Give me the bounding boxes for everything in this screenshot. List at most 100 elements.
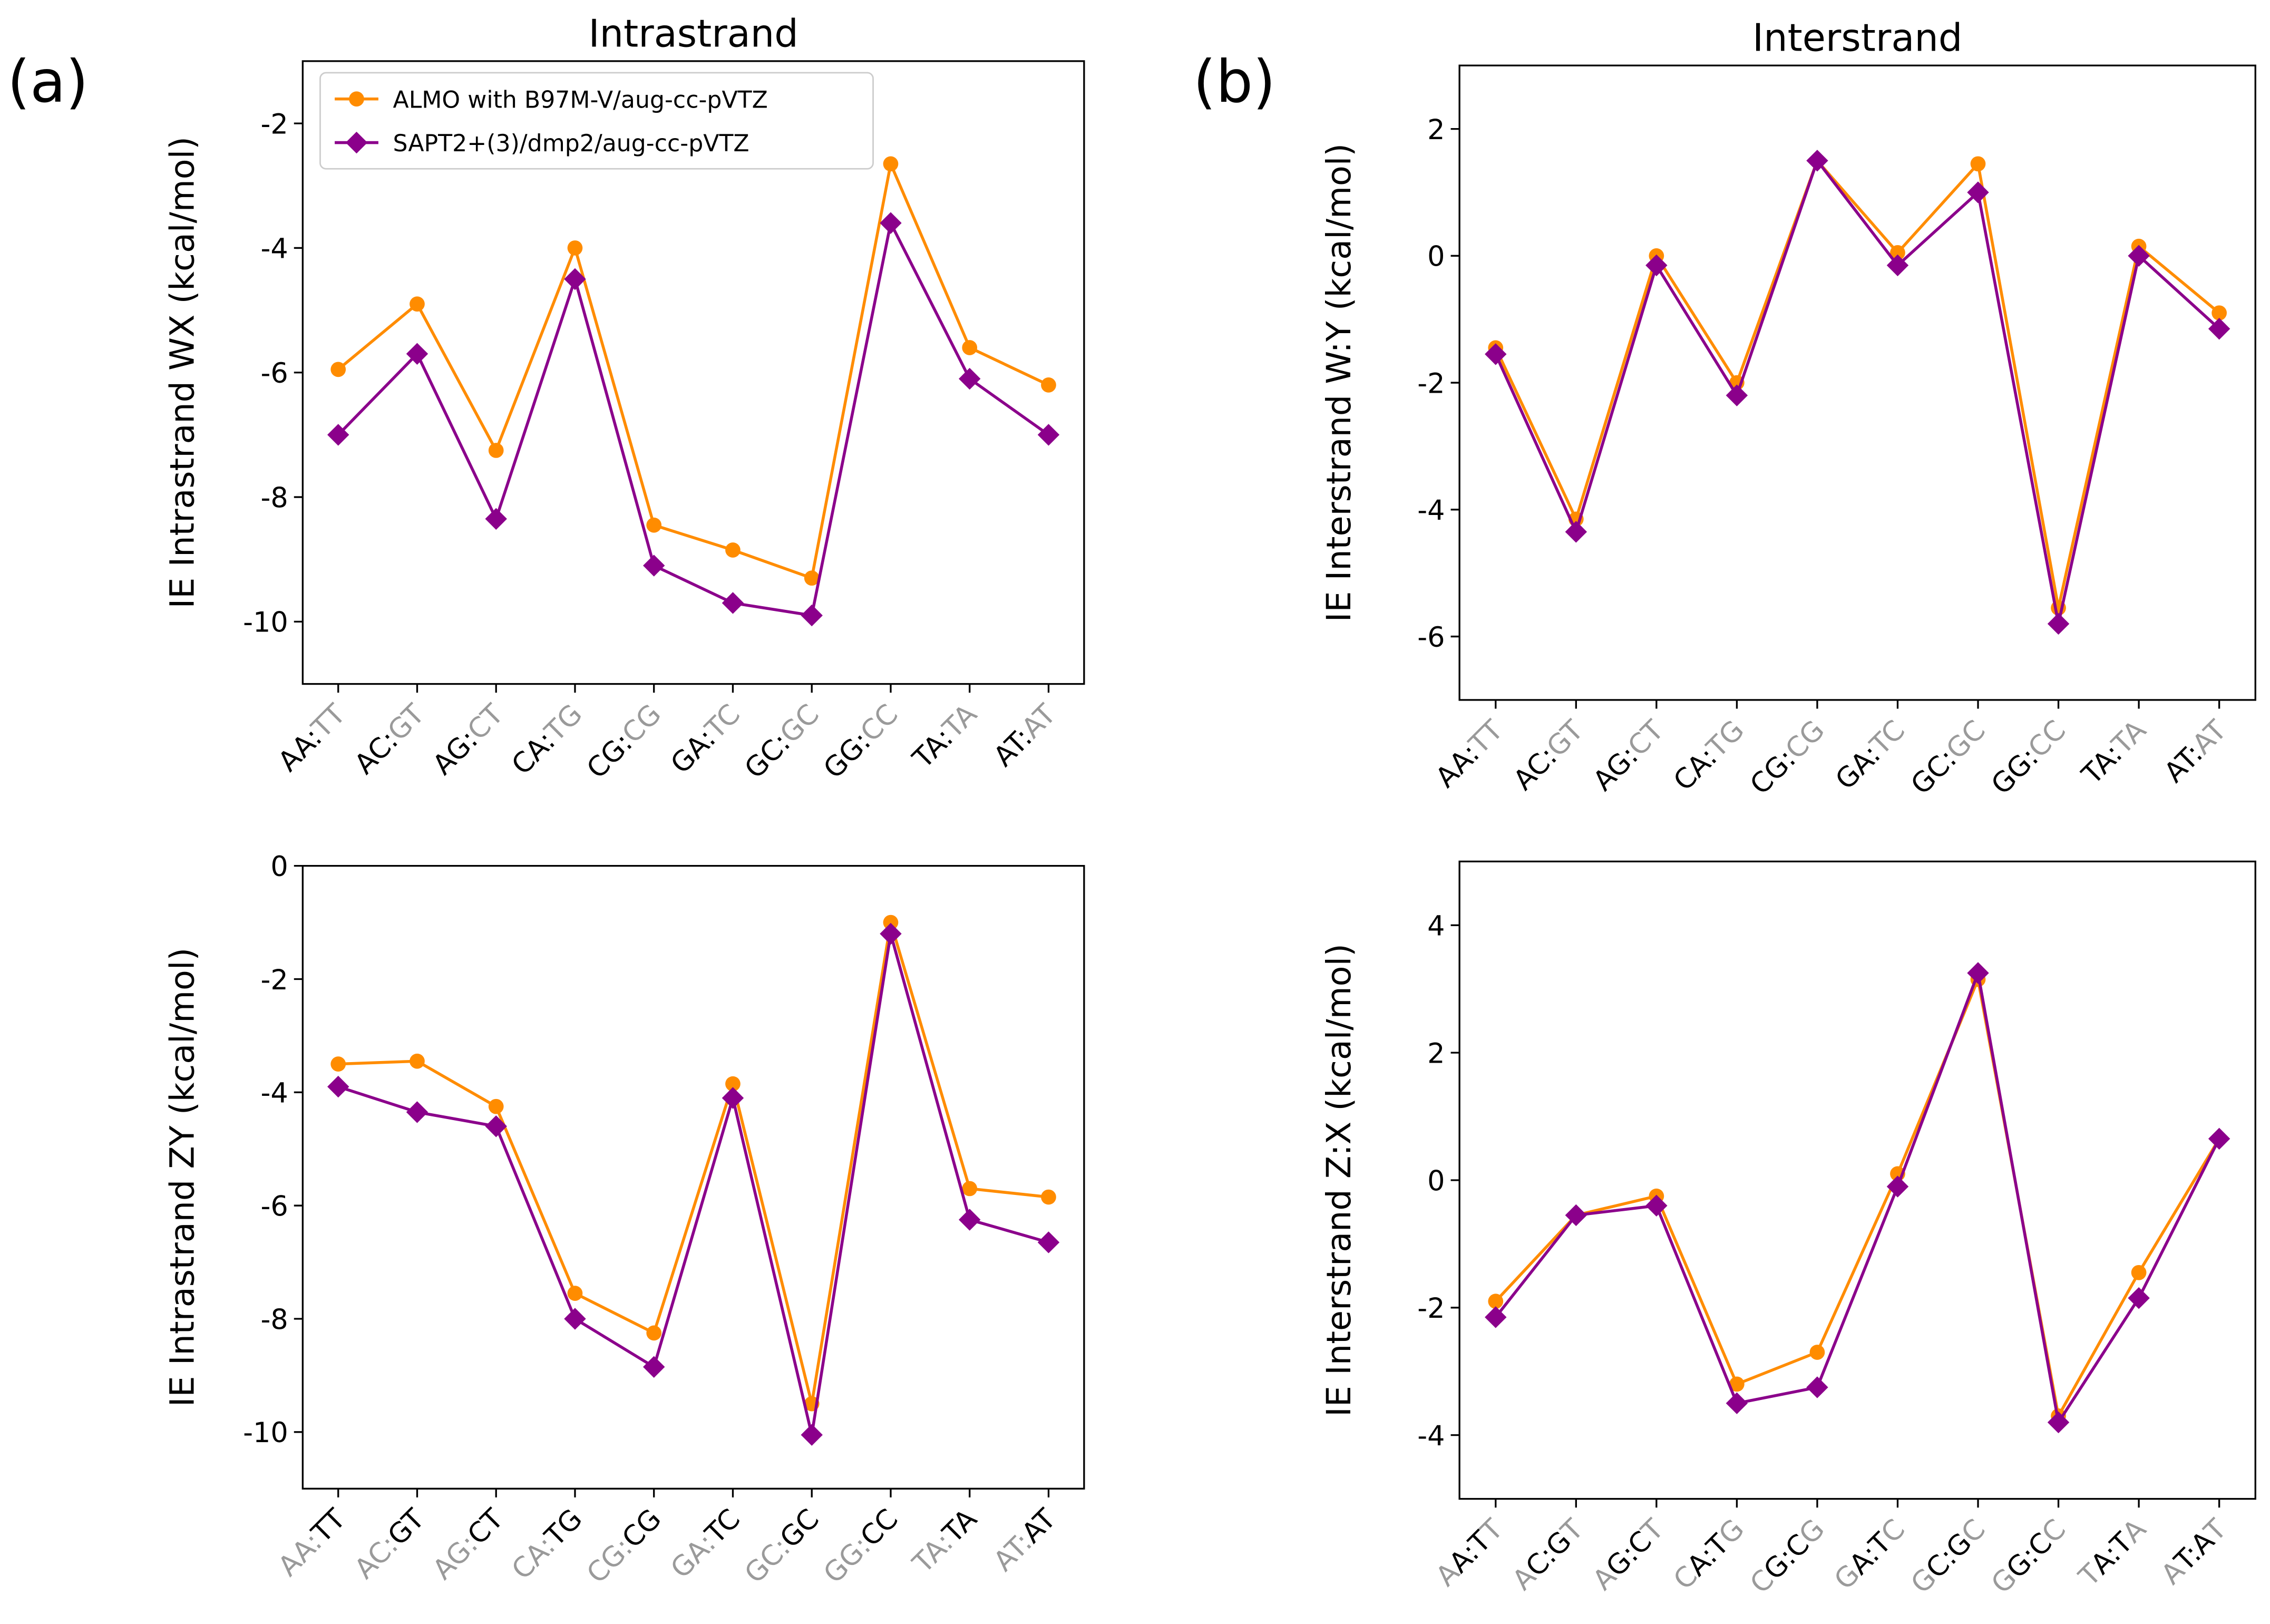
marker bbox=[1726, 384, 1748, 406]
marker bbox=[1886, 1175, 1909, 1198]
marker bbox=[1565, 1204, 1587, 1227]
x-tick-label: AG:CT bbox=[1587, 714, 1670, 797]
x-tick-label: GG:CC bbox=[1985, 1513, 2072, 1600]
y-tick-label: 4 bbox=[1427, 910, 1445, 942]
marker bbox=[2208, 1127, 2230, 1150]
series-line bbox=[337, 159, 1049, 580]
x-tick-label: AC:GT bbox=[348, 698, 431, 781]
marker bbox=[349, 91, 364, 107]
x-tick-label: AC:GT bbox=[348, 1502, 431, 1585]
marker bbox=[1041, 1189, 1056, 1205]
marker bbox=[567, 240, 583, 256]
marker bbox=[646, 1325, 662, 1341]
x-tick-label: GA:TC bbox=[665, 1503, 746, 1584]
x-tick-label: CG:CG bbox=[581, 698, 668, 785]
legend: ALMO with B97M-V/aug-cc-pVTZ SAPT2+(3)/dm… bbox=[319, 72, 874, 170]
marker bbox=[1809, 1345, 1825, 1360]
marker bbox=[564, 1308, 586, 1330]
x-tick-label: GG:CC bbox=[817, 1503, 904, 1590]
marker bbox=[1041, 377, 1056, 393]
y-tick-label: -6 bbox=[1417, 621, 1445, 654]
marker bbox=[880, 212, 902, 234]
y-tick-label: -2 bbox=[1417, 367, 1445, 400]
series-line bbox=[1494, 974, 2221, 1421]
marker bbox=[485, 508, 507, 530]
marker bbox=[488, 443, 504, 458]
x-tick-label: CG:CG bbox=[581, 1503, 668, 1590]
y-tick-label: -2 bbox=[260, 108, 288, 140]
marker bbox=[327, 424, 349, 446]
y-tick-label: 2 bbox=[1427, 1037, 1445, 1069]
y-tick-label: -2 bbox=[1417, 1292, 1445, 1325]
x-tick-label: TA:TA bbox=[2072, 1513, 2152, 1593]
x-tick-label: AA:TT bbox=[272, 698, 352, 778]
x-tick-label: AA:TT bbox=[1429, 714, 1509, 794]
x-tick-label: GC:GC bbox=[1905, 1513, 1992, 1600]
panel-label: (b) bbox=[1193, 48, 1275, 116]
y-tick-label: -6 bbox=[260, 1190, 288, 1222]
subplot: IE Intrastrand ZY (kcal/mol) -10 -8 -6 -4 -2 0… bbox=[162, 851, 1085, 1590]
series-line bbox=[1494, 158, 2220, 625]
marker bbox=[1645, 254, 1668, 277]
panel-label: (a) bbox=[7, 48, 89, 116]
plot-frame bbox=[301, 60, 1085, 685]
x-tick-label: AC:GT bbox=[1507, 714, 1590, 796]
series-line bbox=[337, 218, 1050, 617]
marker bbox=[643, 555, 665, 577]
x-tick-label: AG:CT bbox=[1586, 1513, 1670, 1597]
marker bbox=[1886, 254, 1909, 277]
x-tick-label: CA:TG bbox=[1668, 714, 1751, 798]
y-tick-label: -4 bbox=[1417, 494, 1445, 527]
y-tick-label: 0 bbox=[1427, 1165, 1445, 1197]
x-tick-label: CA:TG bbox=[505, 1503, 589, 1586]
x-tick-label: AT:AT bbox=[2158, 714, 2234, 789]
subplot: Intrastrand (a) IE Intrastrand WX (kcal/mo… bbox=[7, 11, 1085, 785]
marker bbox=[1645, 1194, 1668, 1217]
x-tick-label: CA:TG bbox=[1668, 1513, 1751, 1596]
x-tick-label: GC:GC bbox=[738, 698, 825, 785]
series-line bbox=[338, 922, 1049, 1404]
marker bbox=[643, 1356, 665, 1378]
series-line bbox=[337, 933, 1049, 1435]
x-tick-label: GA:TC bbox=[1829, 714, 1911, 796]
marker bbox=[1806, 1376, 1828, 1398]
marker bbox=[345, 131, 368, 154]
x-tick-label: GA:TC bbox=[665, 698, 746, 780]
marker bbox=[488, 1098, 504, 1114]
x-tick-label: AG:CT bbox=[426, 1502, 510, 1586]
marker bbox=[1485, 1306, 1507, 1328]
legend-label: ALMO with B97M-V/aug-cc-pVTZ bbox=[393, 86, 768, 113]
marker bbox=[410, 296, 425, 312]
marker bbox=[2047, 612, 2070, 635]
y-tick-label: -10 bbox=[243, 607, 288, 639]
marker bbox=[2211, 305, 2227, 321]
marker bbox=[722, 1087, 744, 1109]
series-line bbox=[1494, 967, 2221, 1426]
marker bbox=[410, 1053, 425, 1069]
x-tick-label: AA:TT bbox=[272, 1502, 352, 1582]
y-tick-label: -8 bbox=[260, 1304, 288, 1336]
x-tick-label: CG:CG bbox=[1744, 714, 1831, 801]
chart-title: Intrastrand bbox=[588, 11, 798, 55]
marker bbox=[2047, 1411, 2070, 1434]
marker bbox=[2131, 1265, 2147, 1280]
y-axis-label: IE Intrastrand WX (kcal/mol) bbox=[162, 137, 201, 608]
marker bbox=[1729, 1376, 1745, 1392]
marker bbox=[567, 1286, 583, 1301]
marker bbox=[1037, 424, 1060, 446]
y-axis-label: IE Interstrand W:Y (kcal/mol) bbox=[1319, 143, 1358, 623]
chart-title: Interstrand bbox=[1752, 16, 1963, 60]
x-tick-label: GA:TC bbox=[1828, 1513, 1912, 1596]
y-tick-label: -6 bbox=[260, 357, 288, 390]
marker bbox=[1488, 1294, 1504, 1309]
marker bbox=[962, 1181, 978, 1197]
marker bbox=[1565, 521, 1587, 543]
y-tick-label: -4 bbox=[260, 1077, 288, 1110]
y-tick-label: 0 bbox=[1427, 241, 1445, 273]
x-tick-label: TA:TA bbox=[907, 1503, 983, 1580]
marker bbox=[801, 604, 823, 627]
x-tick-label: TA:TA bbox=[2076, 714, 2152, 791]
marker bbox=[330, 1056, 346, 1072]
marker bbox=[330, 362, 346, 377]
